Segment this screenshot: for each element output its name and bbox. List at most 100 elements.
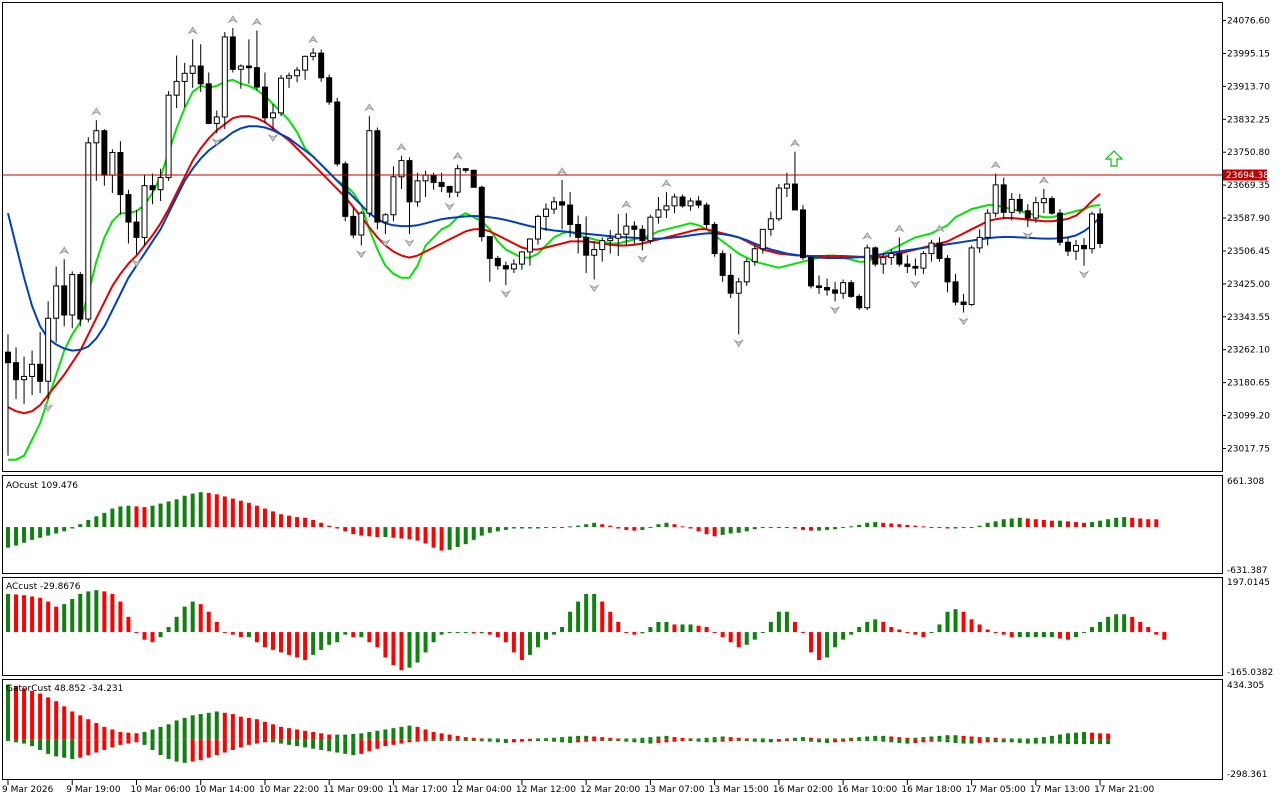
histogram-bar xyxy=(62,604,67,633)
histogram-bar xyxy=(728,632,733,643)
time-tick-label: 11 Mar 09:00 xyxy=(323,785,383,795)
histogram-bar xyxy=(222,632,227,634)
histogram-bar xyxy=(1049,520,1054,528)
gator-lower-bar xyxy=(648,739,653,744)
histogram-bar xyxy=(6,593,10,633)
fractal-up-marker xyxy=(1038,176,1050,184)
histogram-bar xyxy=(142,507,147,528)
gator-lower-bar xyxy=(455,739,460,742)
bear-candle xyxy=(960,301,967,305)
histogram-bar xyxy=(712,632,717,634)
bull-candle xyxy=(655,209,662,218)
histogram-bar xyxy=(118,506,123,528)
bull-candle xyxy=(398,160,405,178)
gator-histogram xyxy=(6,684,1111,763)
histogram-bar xyxy=(841,527,846,529)
moving-average-lines xyxy=(7,78,1101,461)
gator-lower-bar xyxy=(1009,739,1014,743)
histogram-bar xyxy=(158,632,163,638)
bear-candle xyxy=(856,295,863,309)
fractal-down-marker xyxy=(42,404,54,412)
histogram-bar xyxy=(311,632,316,655)
bull-candle xyxy=(454,168,461,193)
histogram-bar xyxy=(1106,519,1111,528)
price-panel-frame xyxy=(2,2,1223,472)
gator-upper-bar xyxy=(431,732,436,740)
gator-lower-bar xyxy=(94,739,99,753)
histogram-bar xyxy=(696,527,701,532)
gator-upper-bar xyxy=(784,738,789,740)
histogram-bar xyxy=(817,527,822,531)
fractal-down-marker xyxy=(589,284,600,293)
histogram-bar xyxy=(535,632,540,648)
gator-upper-bar xyxy=(1033,737,1038,740)
gator-lower-bar xyxy=(295,739,300,747)
histogram-bar xyxy=(206,492,211,528)
histogram-bar xyxy=(383,527,388,538)
bear-candle xyxy=(486,236,493,259)
gator-upper-bar xyxy=(825,738,830,740)
bear-candle xyxy=(478,186,485,238)
histogram-bar xyxy=(969,527,974,529)
bull-candle xyxy=(141,185,148,238)
bull-candle xyxy=(534,215,541,240)
gator-upper-bar xyxy=(214,711,219,740)
gator-upper-bar xyxy=(511,739,516,741)
fractal-down-marker xyxy=(958,317,969,326)
gator-lower-bar xyxy=(6,739,10,742)
bear-candle xyxy=(727,274,734,294)
histogram-bar xyxy=(792,621,797,633)
ac-ytick-bottom: -165.0382 xyxy=(1227,668,1273,678)
bull-candle xyxy=(743,261,750,283)
bull-candle xyxy=(671,196,678,207)
time-tick-label: 10 Mar 14:00 xyxy=(195,785,255,795)
histogram-bar xyxy=(375,527,380,538)
bull-candle xyxy=(920,253,927,269)
histogram-bar xyxy=(640,632,645,634)
histogram-bar xyxy=(817,632,822,661)
bear-candle xyxy=(446,185,453,193)
gator-lower-bar xyxy=(857,739,862,742)
bear-candle xyxy=(149,185,156,191)
ao-panel-frame xyxy=(2,475,1223,574)
time-tick-label: 9 Mar 2026 xyxy=(2,785,54,795)
bear-candle xyxy=(848,282,855,297)
fractal-up-marker xyxy=(59,246,70,255)
histogram-bar xyxy=(905,524,910,528)
bull-candle xyxy=(880,257,887,265)
bear-candle xyxy=(1056,212,1063,243)
gator-upper-bar xyxy=(279,726,284,740)
histogram-bar xyxy=(977,525,982,528)
bull-candle xyxy=(1040,198,1047,204)
bull-candle xyxy=(310,52,317,57)
histogram-bar xyxy=(865,621,870,633)
bull-candle xyxy=(1008,198,1015,213)
price-tick-label: 23995.15 xyxy=(1227,49,1270,59)
histogram-bar xyxy=(656,621,661,633)
gator-upper-bar xyxy=(584,735,589,740)
histogram-bar xyxy=(1001,632,1006,635)
gator-upper-bar xyxy=(544,738,549,740)
histogram-bar xyxy=(142,632,147,640)
histogram-bar xyxy=(961,611,966,633)
histogram-bar xyxy=(511,632,516,653)
bull-candle xyxy=(775,187,782,220)
histogram-bar xyxy=(608,611,613,633)
histogram-bar xyxy=(527,527,532,529)
histogram-bar xyxy=(206,611,211,633)
gator-lower-bar xyxy=(1041,739,1046,744)
time-tick-label: 10 Mar 22:00 xyxy=(259,785,319,795)
gator-upper-bar xyxy=(6,684,10,740)
histogram-bar xyxy=(704,527,709,535)
histogram-bar xyxy=(423,632,428,653)
histogram-bar xyxy=(1001,519,1006,528)
histogram-bar xyxy=(1154,519,1159,528)
histogram-bar xyxy=(463,632,468,634)
histogram-bar xyxy=(1114,517,1119,528)
gator-lower-bar xyxy=(174,739,179,762)
time-tick-label: 10 Mar 06:00 xyxy=(130,785,190,795)
histogram-bar xyxy=(54,527,59,534)
histogram-bar xyxy=(86,519,91,528)
histogram-bar xyxy=(664,522,669,528)
